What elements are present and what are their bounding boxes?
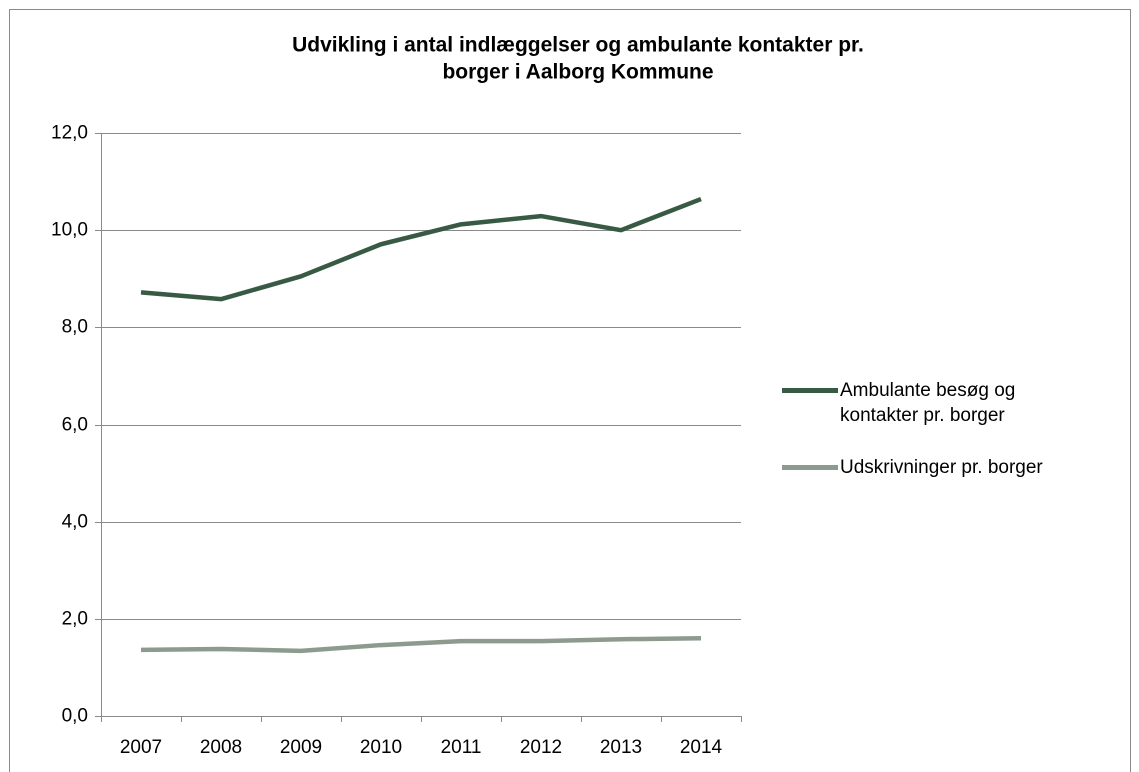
chart-title: Udvikling i antal indlæggelser og ambula… [292,34,864,57]
series-line [140,196,702,302]
x-tick-label: 2012 [520,737,562,758]
legend-label: Udskrivninger pr. borger [840,457,1043,478]
x-tick-label: 2010 [360,737,402,758]
y-tick-label: 10,0 [51,220,88,241]
x-tick-label: 2007 [120,737,162,758]
x-tick-label: 2014 [680,737,723,758]
x-tick-label: 2011 [441,737,482,758]
y-tick-label: 6,0 [62,415,88,436]
y-tick-label: 4,0 [62,512,88,533]
y-tick-label: 2,0 [62,609,88,630]
y-tick-label: 0,0 [62,706,88,727]
x-tick-label: 2009 [280,737,322,758]
legend-item: Udskrivninger pr. borger [782,455,1082,480]
x-tick-label: 2013 [600,737,642,758]
y-tick-label: 12,0 [51,123,88,144]
chart-title: borger i Aalborg Kommune [442,61,713,84]
legend-label: Ambulante besøg og kontakter pr. borger [840,380,1016,426]
legend-swatch [782,465,838,470]
series-line [140,636,702,654]
x-tick-label: 2008 [200,737,242,758]
legend-swatch [782,388,838,393]
legend-item: Ambulante besøg og kontakter pr. borger [782,378,1082,428]
y-tick-label: 8,0 [62,317,88,338]
chart-frame [9,9,1131,772]
